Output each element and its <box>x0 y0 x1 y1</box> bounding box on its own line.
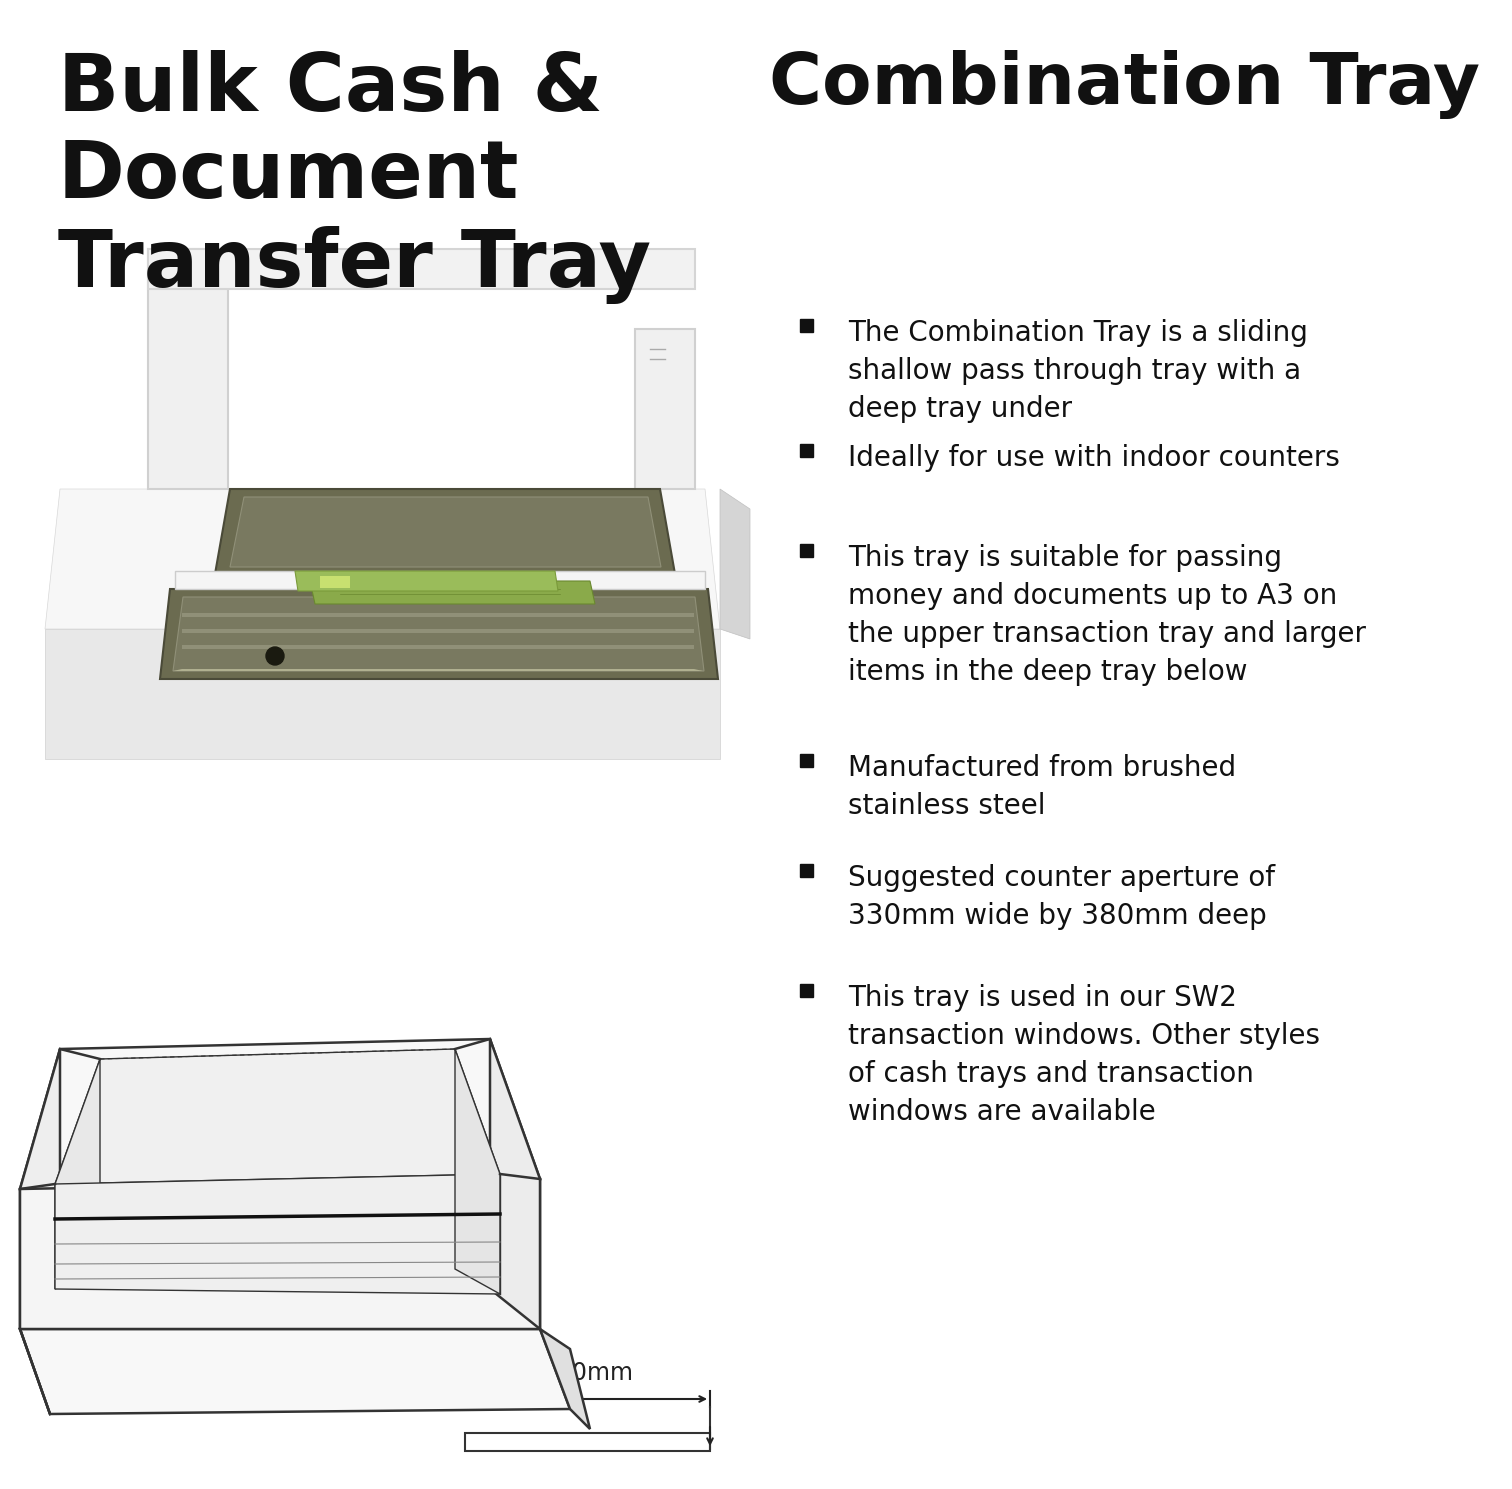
Polygon shape <box>172 669 703 672</box>
Polygon shape <box>455 1048 500 1294</box>
Text: Transfer Tray: Transfer Tray <box>57 226 652 304</box>
Text: Ideally for use with indoor counters: Ideally for use with indoor counters <box>848 444 1340 472</box>
Text: Document: Document <box>57 137 520 214</box>
Bar <box>800 864 813 877</box>
Polygon shape <box>20 1179 540 1330</box>
Polygon shape <box>215 488 674 573</box>
Bar <box>800 319 813 332</box>
Polygon shape <box>310 581 596 605</box>
Polygon shape <box>54 1059 100 1289</box>
Text: Suggested counter aperture of
330mm wide by 380mm deep: Suggested counter aperture of 330mm wide… <box>848 864 1275 931</box>
Polygon shape <box>160 590 718 679</box>
Polygon shape <box>540 1330 590 1429</box>
Polygon shape <box>175 570 705 590</box>
Polygon shape <box>490 1039 540 1330</box>
Polygon shape <box>295 570 558 591</box>
Bar <box>800 984 813 998</box>
Polygon shape <box>45 628 720 759</box>
Bar <box>800 543 813 557</box>
Text: Combination Tray: Combination Tray <box>770 51 1480 119</box>
Bar <box>800 753 813 767</box>
Polygon shape <box>54 1048 500 1184</box>
Polygon shape <box>148 249 696 289</box>
Polygon shape <box>181 613 694 616</box>
Text: This tray is used in our SW2
transaction windows. Other styles
of cash trays and: This tray is used in our SW2 transaction… <box>848 984 1320 1126</box>
Text: Manufactured from brushed
stainless steel: Manufactured from brushed stainless stee… <box>848 753 1237 820</box>
Polygon shape <box>54 1173 500 1294</box>
Polygon shape <box>45 488 720 628</box>
Polygon shape <box>20 1330 570 1415</box>
Polygon shape <box>635 329 696 488</box>
Polygon shape <box>172 597 705 672</box>
Bar <box>466 1432 711 1450</box>
Polygon shape <box>148 249 228 488</box>
Polygon shape <box>20 1048 60 1330</box>
Polygon shape <box>230 497 661 567</box>
Polygon shape <box>720 488 750 639</box>
Polygon shape <box>181 628 694 633</box>
Text: Bulk Cash &: Bulk Cash & <box>57 51 603 128</box>
Bar <box>321 576 349 588</box>
Text: The Combination Tray is a sliding
shallow pass through tray with a
deep tray und: The Combination Tray is a sliding shallo… <box>848 319 1308 423</box>
Text: 370mm: 370mm <box>541 1361 634 1385</box>
Polygon shape <box>181 645 694 649</box>
Circle shape <box>266 648 284 666</box>
Bar <box>800 444 813 457</box>
Text: This tray is suitable for passing
money and documents up to A3 on
the upper tran: This tray is suitable for passing money … <box>848 543 1365 686</box>
Polygon shape <box>20 1039 540 1190</box>
